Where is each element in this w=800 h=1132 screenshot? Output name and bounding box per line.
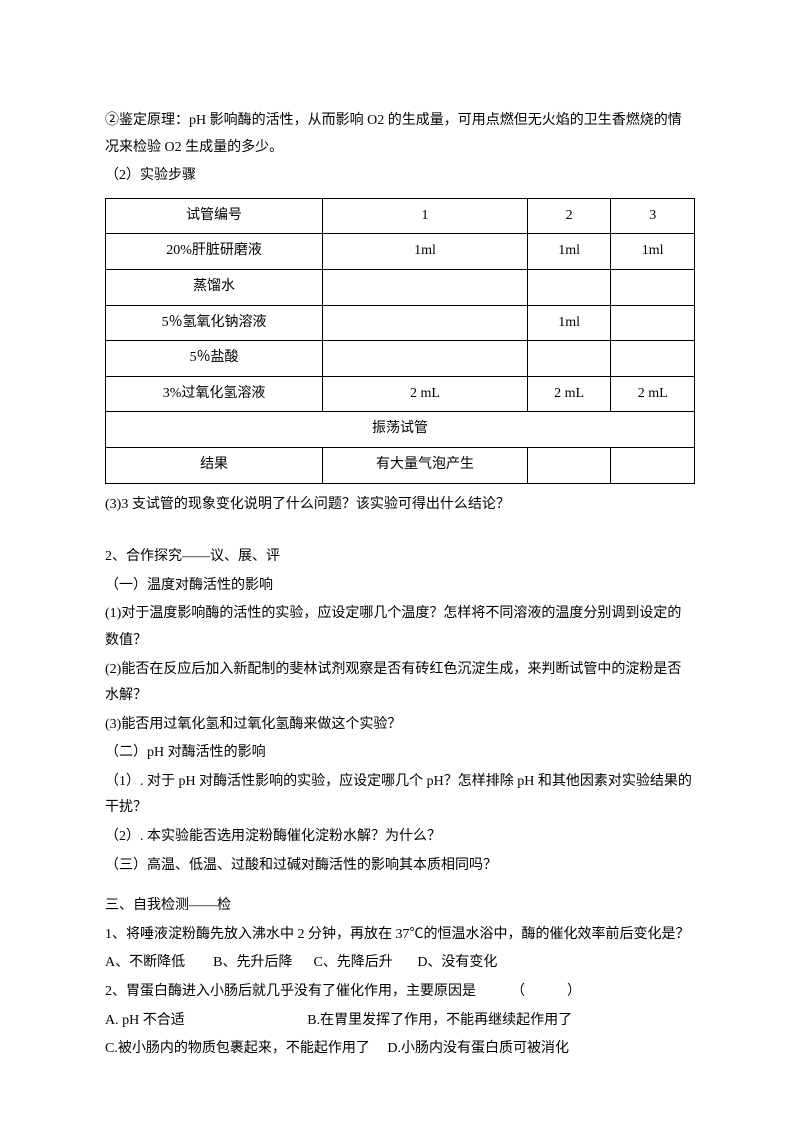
table-cell: [323, 305, 528, 341]
section3-q2-options-ab: A. pH 不合适 B.在胃里发挥了作用，不能再继续起作用了: [105, 1008, 695, 1035]
table-cell: 20%肝脏研磨液: [106, 234, 323, 270]
table-cell: 1ml: [527, 305, 611, 341]
intro-line2: （2）实验步骤: [105, 163, 695, 190]
table-cell: 2 mL: [611, 376, 695, 412]
table-cell: [527, 447, 611, 483]
table-cell: 3%过氧化氢溶液: [106, 376, 323, 412]
table-cell: 振荡试管: [106, 412, 695, 448]
table-row: 3%过氧化氢溶液 2 mL 2 mL 2 mL: [106, 376, 695, 412]
table-row: 20%肝脏研磨液 1ml 1ml 1ml: [106, 234, 695, 270]
option-c: C.被小肠内的物质包裹起来，不能起作用了: [105, 1041, 370, 1056]
table-row: 5％盐酸: [106, 341, 695, 377]
question-3: (3)3 支试管的现象变化说明了什么问题？该实验可得出什么结论？: [105, 492, 695, 519]
table-cell: 结果: [106, 447, 323, 483]
section2-sub1-q2: (2)能否在反应后加入新配制的斐林试剂观察是否有砖红色沉淀生成，来判断试管中的淀…: [105, 657, 695, 710]
table-cell: 2 mL: [323, 376, 528, 412]
table-cell: 5％氢氧化钠溶液: [106, 305, 323, 341]
table-row: 振荡试管: [106, 412, 695, 448]
section2-sub2-q2: （2）. 本实验能否选用淀粉酶催化淀粉水解？为什么？: [105, 824, 695, 851]
section3-q1-options: A、不断降低 B、先升后降 C、先降后升 D、没有变化: [105, 950, 695, 977]
table-cell: 1ml: [323, 234, 528, 270]
table-cell: [611, 305, 695, 341]
table-cell: 5％盐酸: [106, 341, 323, 377]
option-c: C、先降后升: [313, 955, 392, 970]
table-row: 蒸馏水: [106, 269, 695, 305]
option-a: A. pH 不合适: [105, 1013, 185, 1028]
table-row: 试管编号 1 2 3: [106, 198, 695, 234]
table-cell: [527, 341, 611, 377]
section2-sub2-title: （二）pH 对酶活性的影响: [105, 740, 695, 767]
intro-line1: ②鉴定原理：pH 影响酶的活性，从而影响 O2 的生成量，可用点燃但无火焰的卫生…: [105, 108, 695, 161]
table-cell: 1ml: [611, 234, 695, 270]
table-cell: [323, 269, 528, 305]
table-cell: [611, 447, 695, 483]
table-cell: 1: [323, 198, 528, 234]
option-d: D.小肠内没有蛋白质可被消化: [387, 1041, 569, 1056]
section3-q1-text: 1、将唾液淀粉酶先放入沸水中 2 分钟，再放在 37℃的恒温水浴中，酶的催化效率…: [105, 922, 695, 949]
section2-sub1-title: （一）温度对酶活性的影响: [105, 573, 695, 600]
table-cell: 试管编号: [106, 198, 323, 234]
section3-q2-options-cd: C.被小肠内的物质包裹起来，不能起作用了 D.小肠内没有蛋白质可被消化: [105, 1036, 695, 1063]
table-cell: 2: [527, 198, 611, 234]
table-cell: 有大量气泡产生: [323, 447, 528, 483]
table-cell: 3: [611, 198, 695, 234]
table-cell: 2 mL: [527, 376, 611, 412]
option-d: D、没有变化: [417, 955, 497, 970]
section3-q2-text: 2、胃蛋白酶进入小肠后就几乎没有了催化作用，主要原因是 （ ）: [105, 979, 695, 1006]
option-a: A、不断降低: [105, 955, 185, 970]
table-cell: [527, 269, 611, 305]
experiment-table: 试管编号 1 2 3 20%肝脏研磨液 1ml 1ml 1ml 蒸馏水 5％氢氧…: [105, 198, 695, 484]
table-cell: [611, 269, 695, 305]
section2-sub2-q1: （1）. 对于 pH 对酶活性影响的实验，应设定哪几个 pH？怎样排除 pH 和…: [105, 769, 695, 822]
table-row: 结果 有大量气泡产生: [106, 447, 695, 483]
section2-sub1-q1: (1)对于温度影响酶的活性的实验，应设定哪几个温度？怎样将不同溶液的温度分别调到…: [105, 601, 695, 654]
table-row: 5％氢氧化钠溶液 1ml: [106, 305, 695, 341]
section2-sub1-q3: (3)能否用过氧化氢和过氧化氢酶来做这个实验？: [105, 712, 695, 739]
section3-title: 三、自我检测——检: [105, 893, 695, 920]
table-cell: 蒸馏水: [106, 269, 323, 305]
section2-title: 2、合作探究——议、展、评: [105, 544, 695, 571]
table-cell: 1ml: [527, 234, 611, 270]
option-b: B、先升后降: [213, 955, 292, 970]
option-b: B.在胃里发挥了作用，不能再继续起作用了: [307, 1013, 572, 1028]
table-cell: [611, 341, 695, 377]
section2-sub3: （三）高温、低温、过酸和过碱对酶活性的影响其本质相同吗？: [105, 853, 695, 880]
table-cell: [323, 341, 528, 377]
